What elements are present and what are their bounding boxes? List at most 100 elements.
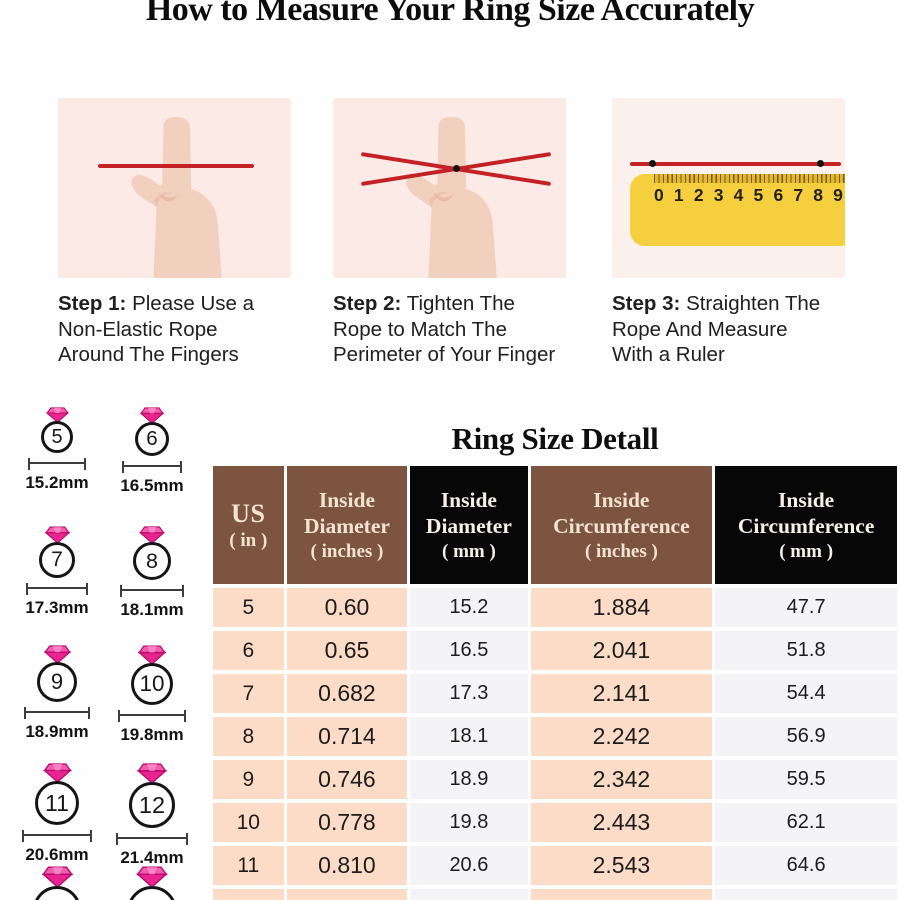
table-cell: 0.714 [286,717,408,756]
table-cell: 11 [213,846,284,885]
ring-size-table-section: Ring Size Detall US( in ) Inside Diameter(… [210,421,900,900]
ring-diameter-label: 16.5mm [120,476,184,495]
ring-icon: 5 [41,421,73,453]
ring-diameter-label: 17.3mm [25,598,89,617]
table-cell: 21.4 [410,889,528,900]
step-1-section: Step 1: Please Use a Non-Elastic Rope Ar… [58,98,291,368]
table-row: 10 0.778 19.8 2.443 62.1 [213,803,897,842]
diameter-bracket [22,830,92,842]
table-cell: 1.884 [530,588,713,627]
table-cell: 18.9 [410,760,528,799]
table-header-cell: US( in ) [213,466,284,584]
ruler-number: 9 [833,185,843,205]
ring-icon: 7 [39,542,75,578]
step-1-illustration [58,98,291,278]
step-3-label: Step 3: [612,292,681,315]
ring-icon: 6 [135,422,169,456]
rope-end-dot [649,160,656,167]
ring-size-item [104,866,200,900]
step-2-caption: Step 2: Tighten The Rope to Match The Pe… [333,292,556,366]
table-header-cell: Inside Diameter( mm ) [410,466,528,584]
ruler-number: 7 [793,185,804,205]
table-cell: 2.644 [530,889,713,900]
table-header-cell: Inside Circumference( mm ) [715,466,897,584]
ring-icon [33,886,81,900]
table-cell: 0.746 [286,760,408,799]
ring-diameter-label: 15.2mm [25,473,89,492]
ring-icon: 11 [35,781,79,825]
diamond-icon [45,407,69,423]
table-row: 6 0.65 16.5 2.041 51.8 [213,631,897,670]
table-cell: 2.242 [530,717,713,756]
table-cell: 8 [213,717,284,756]
diameter-bracket [116,833,188,845]
diameter-bracket [24,707,90,719]
diamond-icon [136,866,168,888]
rope-end-dot [817,160,824,167]
step-2-label: Step 2: [333,292,402,315]
diameter-bracket [120,585,184,597]
hand-pointing-icon [405,117,497,278]
ruler-number: 8 [813,185,823,205]
hand-pointing-icon [130,117,222,278]
table-header-line: Inside [778,488,835,513]
page-title: How to Measure Your Ring Size Accurately [145,0,755,28]
ruler-ticks [654,174,845,183]
ring-size-item: 6 16.5mm [104,407,200,496]
diameter-bracket [26,583,88,595]
table-header-line: Diameter [425,514,512,539]
ruler-number: 2 [693,185,704,205]
ring-size-item: 9 18.9mm [9,645,105,742]
diameter-bracket [28,458,86,470]
table-header-line: ( in ) [229,530,268,552]
ruler-number: 0 [654,185,664,205]
ring-icon [127,886,177,900]
rope-knot-dot [453,165,460,172]
table-cell: 2.543 [530,846,713,885]
table-cell: 17.3 [410,674,528,713]
table-cell: 0.842 [286,889,408,900]
table-cell: 12 [213,889,284,900]
table-cell: 56.9 [715,717,897,756]
ring-diameter-label: 21.4mm [120,848,184,867]
table-header-line: Circumference [553,514,690,539]
step-2-illustration [333,98,566,278]
rope-line [630,162,841,166]
table-cell: 19.8 [410,803,528,842]
table-cell: 0.810 [286,846,408,885]
table-title: Ring Size Detall [451,421,659,456]
table-cell: 2.141 [530,674,713,713]
table-cell: 16.5 [410,631,528,670]
table-cell: 54.4 [715,674,897,713]
table-header-line: US [231,498,266,528]
table-header-line: Inside [318,488,376,513]
ring-diameter-label: 20.6mm [25,845,89,864]
table-cell: 7 [213,674,284,713]
ring-size-item: 8 18.1mm [104,526,200,620]
table-cell: 2.342 [530,760,713,799]
ruler-number: 5 [753,185,764,205]
table-row: 8 0.714 18.1 2.242 56.9 [213,717,897,756]
table-cell: 62.1 [715,803,897,842]
ring-diameter-label: 18.9mm [25,722,89,741]
ring-icon: 9 [37,662,77,702]
table-header-line: ( mm ) [442,540,496,562]
table-cell: 0.60 [286,588,408,627]
ring-size-item [9,866,105,900]
ruler-number: 6 [773,185,784,205]
ring-size-item: 10 19.8mm [104,645,200,745]
ring-size-item: 12 21.4mm [104,763,200,868]
ruler-number: 1 [673,185,684,205]
table-cell: 20.6 [410,846,528,885]
diamond-icon [139,526,165,544]
ring-size-item: 5 15.2mm [9,407,105,493]
table-cell: 0.65 [286,631,408,670]
ring-icon: 10 [131,663,173,705]
ring-icon: 12 [129,782,175,828]
table-cell: 2.041 [530,631,713,670]
table-cell: 51.8 [715,631,897,670]
